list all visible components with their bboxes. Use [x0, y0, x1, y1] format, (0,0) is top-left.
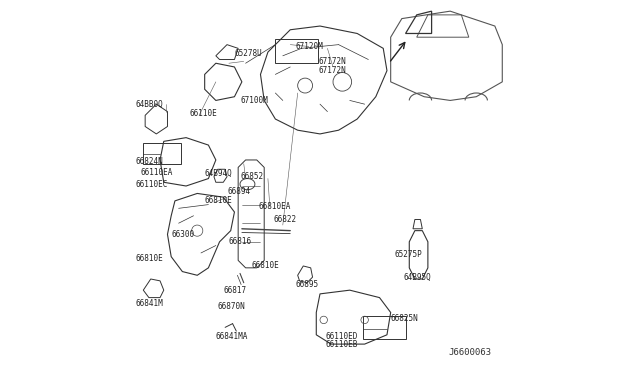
Text: 66894: 66894	[228, 187, 251, 196]
Text: 66300: 66300	[172, 230, 195, 239]
Text: 65278U: 65278U	[234, 49, 262, 58]
Text: 64B95Q: 64B95Q	[404, 273, 431, 282]
Text: 66816: 66816	[229, 237, 252, 246]
Text: 66870N: 66870N	[218, 302, 246, 311]
Text: 66110ED: 66110ED	[326, 332, 358, 341]
Text: 66110EA: 66110EA	[141, 169, 173, 177]
Text: 64B94Q: 64B94Q	[205, 169, 232, 177]
Text: 67172N: 67172N	[318, 66, 346, 75]
Text: 66817: 66817	[223, 286, 246, 295]
Text: 64BB0Q: 64BB0Q	[136, 100, 164, 109]
Text: 66810EA: 66810EA	[259, 202, 291, 211]
Text: 66110E: 66110E	[190, 109, 218, 118]
Text: 66110EB: 66110EB	[326, 340, 358, 349]
Text: 66110EC: 66110EC	[136, 180, 168, 189]
Text: 66825N: 66825N	[390, 314, 419, 323]
Text: J6600063: J6600063	[448, 348, 491, 357]
Text: 66852: 66852	[240, 172, 263, 181]
Text: 65275P: 65275P	[394, 250, 422, 259]
Text: 66810E: 66810E	[251, 262, 279, 270]
Text: 66824N: 66824N	[136, 157, 163, 166]
Text: 66841M: 66841M	[136, 299, 164, 308]
Text: 67172N: 67172N	[318, 57, 346, 66]
Text: 66895: 66895	[296, 280, 319, 289]
Text: 66810E: 66810E	[205, 196, 232, 205]
Text: 66822: 66822	[273, 215, 296, 224]
Text: 66841MA: 66841MA	[216, 332, 248, 341]
Text: 67120M: 67120M	[296, 42, 324, 51]
Text: 67100M: 67100M	[240, 96, 268, 105]
Text: 66810E: 66810E	[136, 254, 164, 263]
